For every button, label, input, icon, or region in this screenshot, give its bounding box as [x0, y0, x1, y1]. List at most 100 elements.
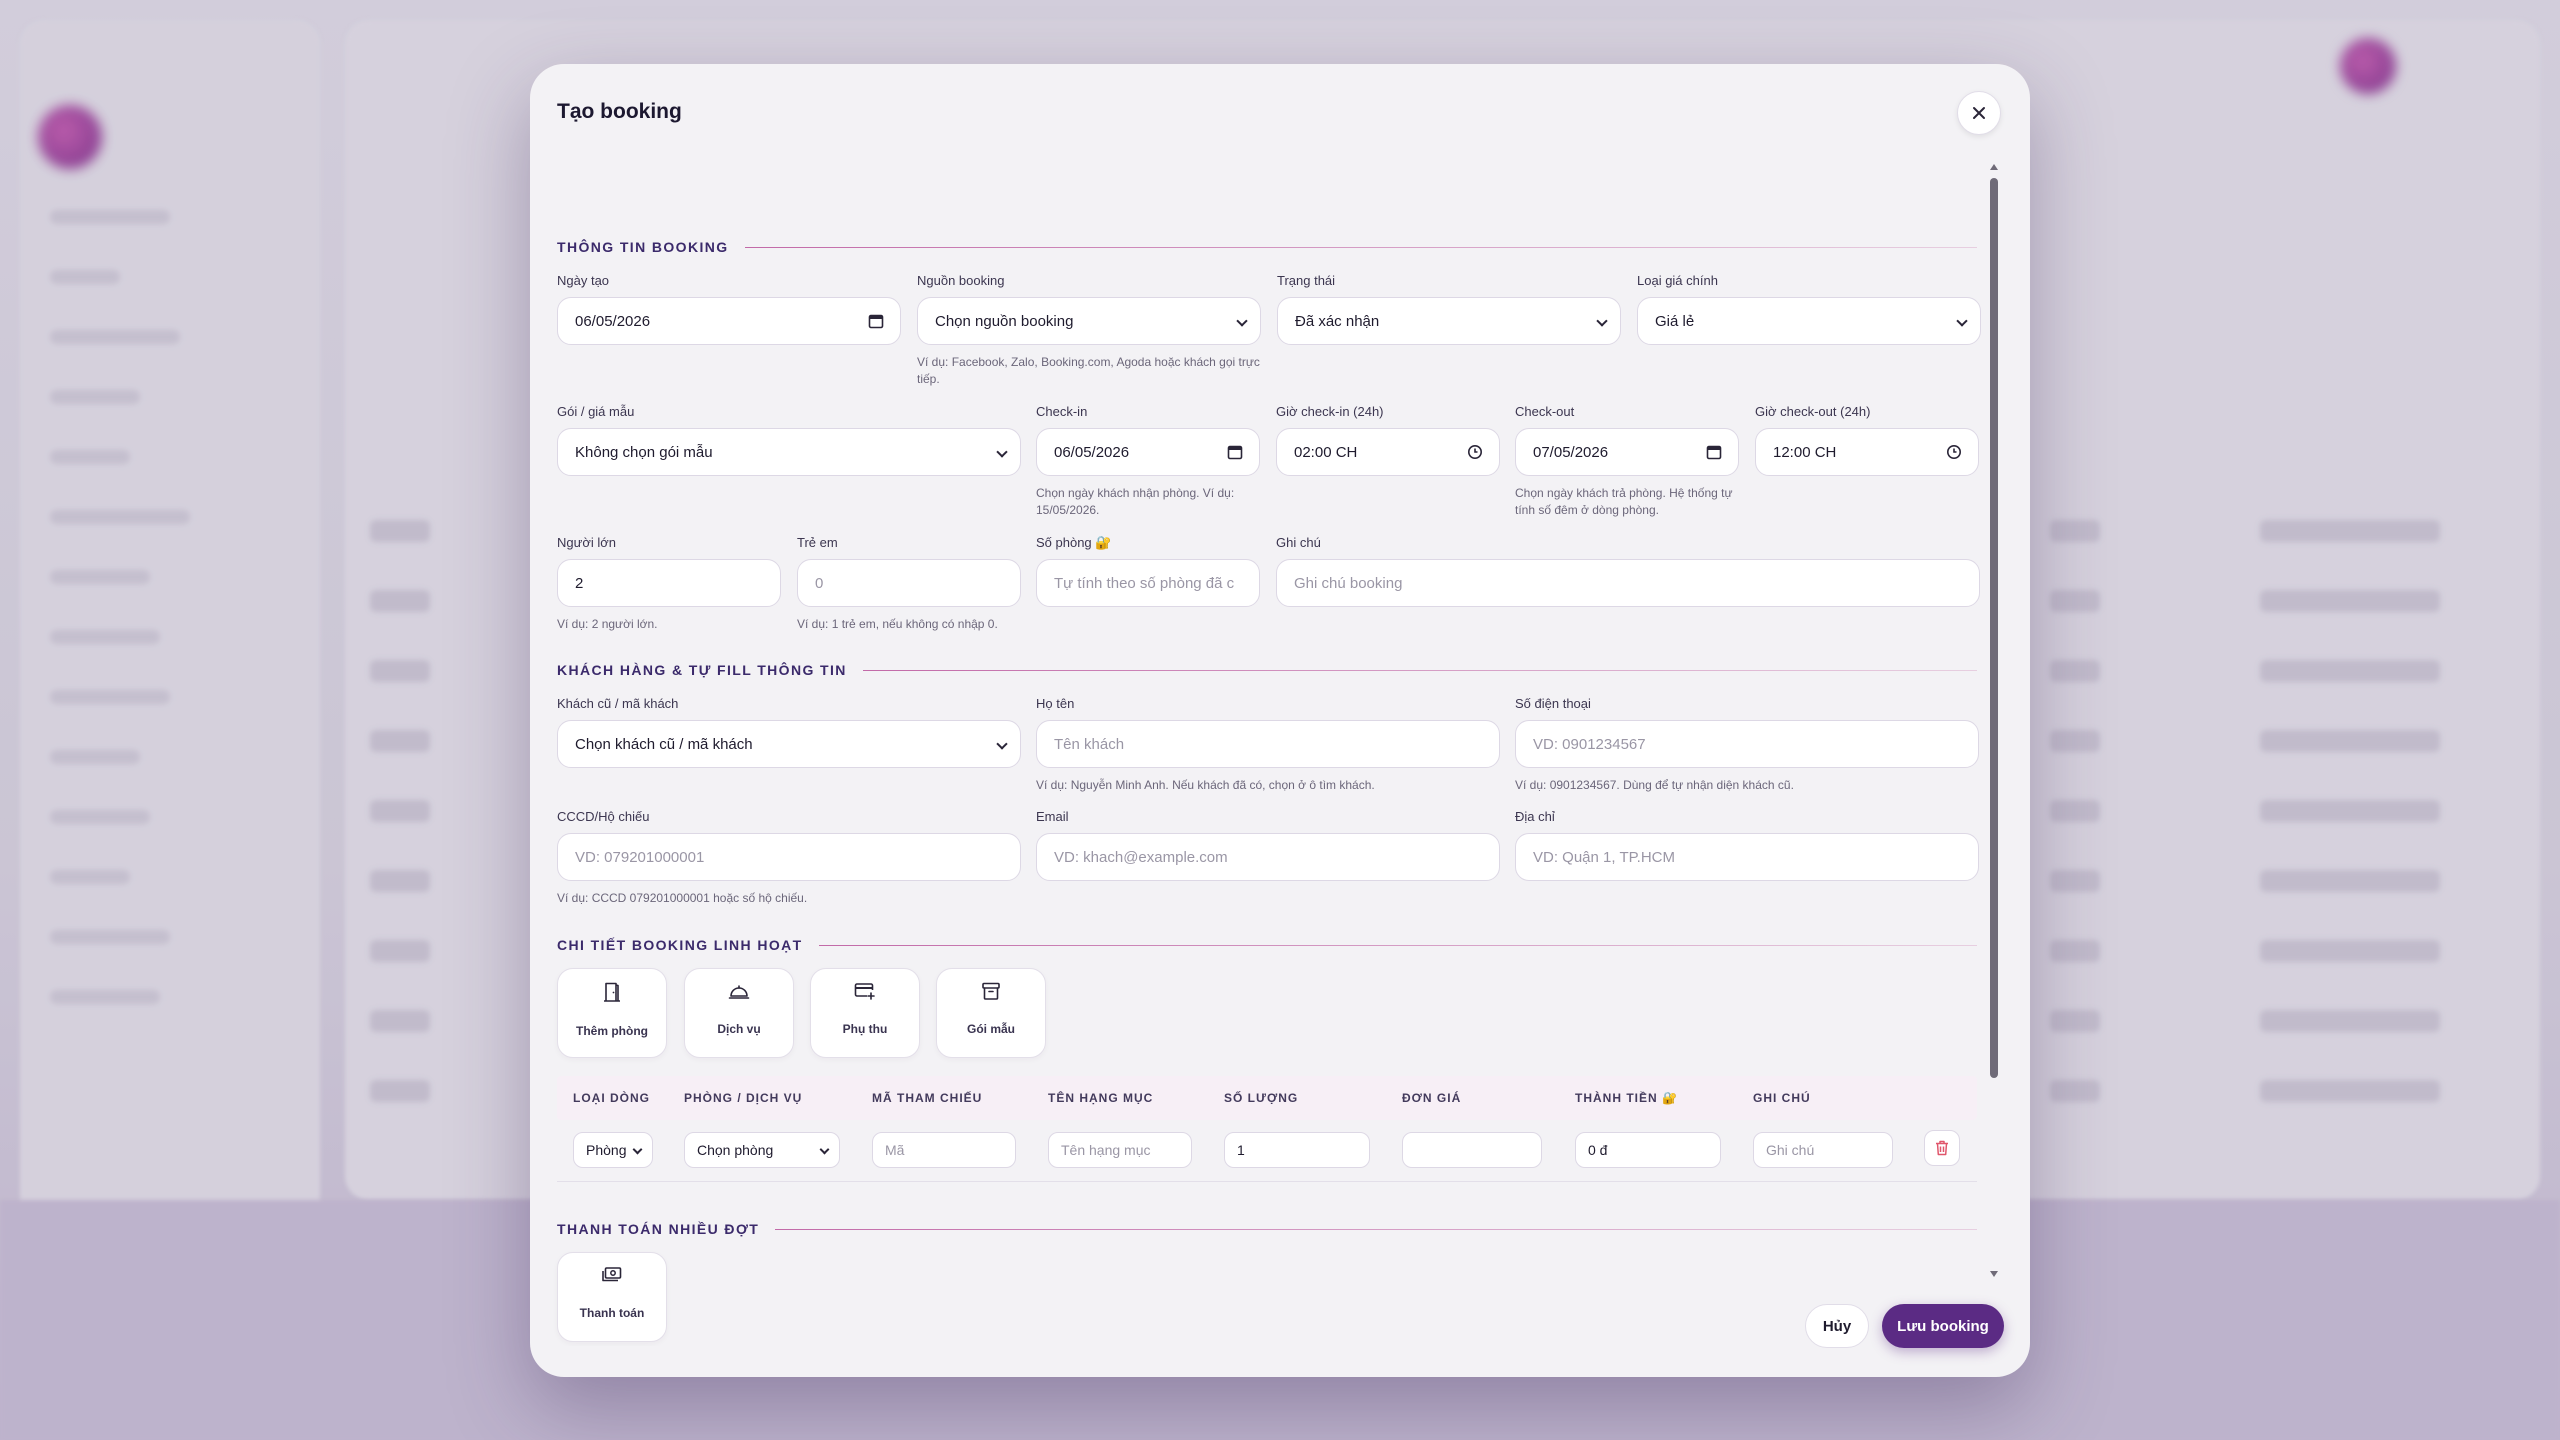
checkin-date-input[interactable]: 06/05/2026	[1036, 428, 1260, 476]
status-select[interactable]: Đã xác nhận	[1277, 297, 1621, 345]
background-nav-item	[50, 510, 190, 524]
background-sidebar	[20, 20, 320, 1420]
trash-icon	[1936, 1140, 1948, 1156]
customer-name-input[interactable]	[1036, 720, 1500, 768]
id-card-text[interactable]	[575, 848, 1003, 866]
modal-scrollbar[interactable]	[1990, 164, 1998, 1278]
chevron-down-icon	[632, 1144, 643, 1155]
field-value: 12:00 CH	[1773, 443, 1837, 461]
booking-source-field: Nguồn booking Chọn nguồn booking Ví dụ: …	[917, 273, 1261, 388]
field-hint: Chọn ngày khách nhận phòng. Ví dụ: 15/05…	[1036, 486, 1235, 517]
existing-customer-select[interactable]: Chọn khách cũ / mã khách	[557, 720, 1021, 768]
detail-tiles: Thêm phòng Dịch vụ Phụ thu Gói mẫu	[557, 968, 1157, 1060]
scrollbar-thumb[interactable]	[1990, 178, 1998, 1078]
checkout-date-input[interactable]: 07/05/2026	[1515, 428, 1739, 476]
room-count-text[interactable]	[1054, 574, 1242, 592]
row-room-select[interactable]: Chọn phòng	[684, 1132, 840, 1168]
calendar-icon[interactable]	[1706, 444, 1722, 460]
payment-tiles: Thanh toán	[557, 1252, 677, 1344]
cell-placeholder: Tên hạng mục	[1061, 1142, 1151, 1158]
field-label: Người lớn	[557, 535, 616, 550]
section-customer: KHÁCH HÀNG & TỰ FILL THÔNG TIN	[557, 662, 1977, 678]
background-table-row	[360, 940, 2530, 966]
field-value: 02:00 CH	[1294, 443, 1358, 461]
row-item-name-input[interactable]: Tên hạng mục	[1048, 1132, 1192, 1168]
room-count-input[interactable]	[1036, 559, 1260, 607]
email-input[interactable]	[1036, 833, 1500, 881]
calendar-icon[interactable]	[868, 313, 884, 329]
tile-label: Thanh toán	[579, 1306, 645, 1320]
section-booking-info: THÔNG TIN BOOKING	[557, 239, 1977, 255]
phone-input[interactable]	[1515, 720, 1979, 768]
background-table-row	[360, 1010, 2530, 1036]
surcharge-tile[interactable]: Phụ thu	[810, 968, 920, 1058]
scroll-up-arrow-icon[interactable]	[1990, 164, 1998, 170]
chevron-down-icon	[1956, 315, 1968, 327]
section-title: CHI TIẾT BOOKING LINH HOẠT	[557, 937, 803, 953]
field-value: 06/05/2026	[1054, 443, 1130, 461]
column-header: TÊN HẠNG MỤC	[1048, 1091, 1154, 1105]
price-type-select[interactable]: Giá lẻ	[1637, 297, 1981, 345]
field-value: Chọn khách cũ / mã khách	[575, 735, 753, 753]
id-card-input[interactable]	[557, 833, 1021, 881]
scroll-down-arrow-icon[interactable]	[1990, 1271, 1998, 1277]
row-quantity-input[interactable]: 1	[1224, 1132, 1370, 1168]
created-date-input[interactable]: 06/05/2026	[557, 297, 901, 345]
adults-field: Người lớn 2 Ví dụ: 2 người lớn.	[557, 535, 781, 633]
background-nav-item	[50, 630, 160, 644]
add-room-tile[interactable]: Thêm phòng	[557, 968, 667, 1058]
id-card-field: CCCD/Hộ chiếu Ví dụ: CCCD 079201000001 h…	[557, 809, 1021, 907]
row-note-input[interactable]: Ghi chú	[1753, 1132, 1893, 1168]
field-label: Số điện thoại	[1515, 696, 1591, 711]
created-date-field: Ngày tạo 06/05/2026	[557, 273, 901, 345]
section-title: KHÁCH HÀNG & TỰ FILL THÔNG TIN	[557, 662, 847, 678]
row-ref-input[interactable]: Mã	[872, 1132, 1016, 1168]
cell-value: 1	[1237, 1142, 1245, 1158]
address-field: Địa chỉ	[1515, 809, 1979, 881]
note-input[interactable]	[1276, 559, 1980, 607]
address-text[interactable]	[1533, 848, 1961, 866]
column-header: PHÒNG / DỊCH VỤ	[684, 1091, 803, 1105]
checkin-time-input[interactable]: 02:00 CH	[1276, 428, 1500, 476]
clock-icon[interactable]	[1467, 444, 1483, 460]
chevron-down-icon	[996, 446, 1008, 458]
close-icon	[1973, 107, 1985, 119]
clock-icon[interactable]	[1946, 444, 1962, 460]
price-type-field: Loại giá chính Giá lẻ	[1637, 273, 1981, 345]
row-type-select[interactable]: Phòng	[573, 1132, 653, 1168]
field-label: CCCD/Hộ chiếu	[557, 809, 650, 824]
cancel-button[interactable]: Hủy	[1805, 1304, 1869, 1348]
field-label: Loại giá chính	[1637, 273, 1718, 288]
money-icon	[602, 1267, 622, 1282]
payment-tile[interactable]: Thanh toán	[557, 1252, 667, 1342]
note-text[interactable]	[1294, 574, 1962, 592]
background-table-row	[360, 730, 2530, 756]
table-row: Phòng Chọn phòng Mã Tên hạng mục 1 0 đ	[557, 1120, 1977, 1182]
phone-text[interactable]	[1533, 735, 1961, 753]
row-unit-price-input[interactable]	[1402, 1132, 1542, 1168]
delete-row-button[interactable]	[1924, 1130, 1960, 1166]
field-value: 2	[575, 574, 584, 592]
close-button[interactable]	[1957, 91, 2001, 135]
modal-scroll-area[interactable]: THÔNG TIN BOOKING Ngày tạo 06/05/2026 Ng…	[530, 156, 1998, 1346]
adults-input[interactable]: 2	[557, 559, 781, 607]
email-text[interactable]	[1054, 848, 1482, 866]
children-text[interactable]	[815, 574, 1003, 592]
service-tile[interactable]: Dịch vụ	[684, 968, 794, 1058]
background-nav-item	[50, 690, 170, 704]
chevron-down-icon	[1596, 315, 1608, 327]
address-input[interactable]	[1515, 833, 1979, 881]
background-table-row	[360, 590, 2530, 616]
column-header: LOẠI DÒNG	[573, 1091, 650, 1105]
children-input[interactable]	[797, 559, 1021, 607]
existing-customer-field: Khách cũ / mã khách Chọn khách cũ / mã k…	[557, 696, 1021, 768]
save-booking-button[interactable]: Lưu booking	[1882, 1304, 2004, 1348]
calendar-icon[interactable]	[1227, 444, 1243, 460]
checkout-time-input[interactable]: 12:00 CH	[1755, 428, 1979, 476]
package-select[interactable]: Không chọn gói mẫu	[557, 428, 1021, 476]
booking-source-select[interactable]: Chọn nguồn booking	[917, 297, 1261, 345]
tile-label: Thêm phòng	[576, 1024, 648, 1038]
package-tile[interactable]: Gói mẫu	[936, 968, 1046, 1058]
section-title: THÔNG TIN BOOKING	[557, 239, 729, 255]
customer-name-text[interactable]	[1054, 735, 1482, 753]
